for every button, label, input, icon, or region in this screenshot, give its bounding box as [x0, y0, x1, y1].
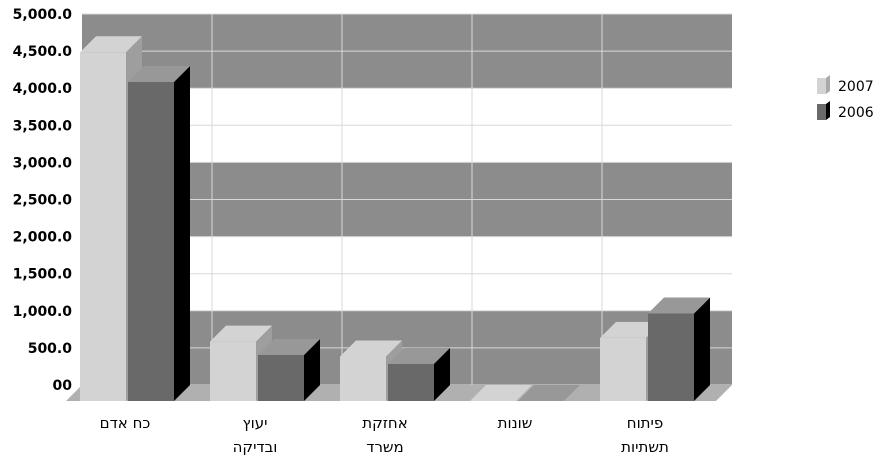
y-tick-label: 3,500.0 — [13, 118, 73, 134]
bar-top — [470, 385, 532, 401]
bar — [340, 356, 386, 401]
y-tick-label: 2,500.0 — [13, 193, 73, 209]
x-tick-label: פיתוח — [627, 414, 663, 432]
bar — [388, 363, 434, 401]
legend-label: 2006 — [838, 105, 874, 121]
y-tick-label: 5,000.0 — [13, 7, 73, 23]
y-tick-label: 1,000.0 — [13, 304, 73, 320]
bar-top — [388, 347, 450, 364]
bar — [648, 313, 694, 401]
bar-side — [304, 338, 320, 401]
bar-top — [518, 385, 580, 401]
x-tick-label: משרד — [366, 438, 403, 456]
legend-swatch-side — [826, 101, 830, 120]
bar — [128, 81, 174, 401]
y-tick-label: 500.0 — [28, 341, 73, 357]
bar-side — [694, 297, 710, 401]
legend-label: 2007 — [838, 79, 874, 95]
bar — [80, 52, 126, 401]
bar-top — [648, 297, 710, 314]
y-tick-label: 4,500.0 — [13, 44, 73, 60]
bar-top — [128, 65, 190, 82]
bar-side — [174, 65, 190, 401]
x-tick-label: ובדיקה — [233, 438, 278, 456]
x-tick-label: יעוץ — [243, 414, 268, 432]
y-tick-label: 1,500.0 — [13, 267, 73, 283]
bar-top — [210, 325, 272, 342]
bar-top — [80, 36, 142, 53]
bar — [210, 341, 256, 401]
y-tick-label: 2,000.0 — [13, 230, 73, 246]
x-tick-label: תשתיות — [621, 438, 669, 456]
y-tick-label: 3,000.0 — [13, 155, 73, 171]
x-tick-label: כח אדם — [100, 414, 151, 432]
bar-top — [600, 321, 662, 338]
y-tick-label: 00 — [53, 378, 73, 394]
bar — [600, 337, 646, 401]
legend-swatch-side — [826, 75, 830, 94]
bar-side — [434, 347, 450, 401]
legend-swatch — [817, 78, 826, 94]
x-tick-label: שונות — [498, 414, 533, 432]
x-tick-label: אחזקת — [362, 414, 408, 432]
bar-top — [258, 338, 320, 355]
bar — [258, 354, 304, 401]
y-tick-label: 4,000.0 — [13, 81, 73, 97]
bar-top — [340, 340, 402, 357]
legend-swatch — [817, 104, 826, 120]
